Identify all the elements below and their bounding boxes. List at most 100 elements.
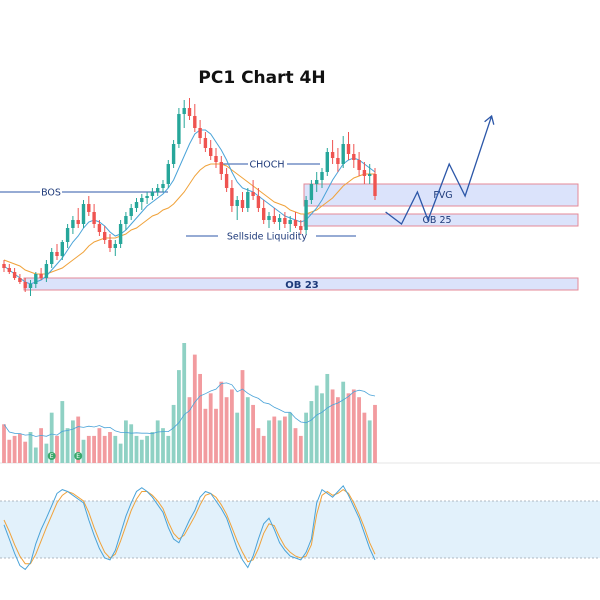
candle-body <box>71 220 75 228</box>
candle-body <box>246 192 250 208</box>
candle-body <box>346 144 351 154</box>
volume-bar <box>33 447 38 463</box>
candle-body <box>224 174 229 188</box>
stochastic-layer <box>0 484 600 571</box>
candle <box>320 168 324 188</box>
volume-bar <box>134 435 139 463</box>
volume-bar <box>113 435 118 463</box>
volume-bar <box>2 424 6 463</box>
volume-bar <box>293 428 298 463</box>
candle <box>81 200 86 228</box>
volume-bar <box>44 443 49 463</box>
stoch-d-line <box>3 488 376 565</box>
candle <box>325 148 329 176</box>
candle-body <box>182 108 186 114</box>
candle-body <box>7 268 11 272</box>
volume-bar <box>155 420 160 463</box>
candles-layer <box>2 98 377 296</box>
candle <box>256 188 261 212</box>
candle <box>103 226 107 244</box>
candle <box>203 132 208 152</box>
candle-body <box>320 172 324 180</box>
candle <box>177 108 181 148</box>
candle-body <box>235 200 239 206</box>
candle-body <box>166 164 170 184</box>
volume-bar <box>208 393 213 463</box>
volume-bar <box>18 433 22 463</box>
volume-bar <box>288 412 293 463</box>
zone-label: OB 23 <box>285 280 319 291</box>
candle <box>76 208 80 228</box>
candle <box>44 260 49 282</box>
candle-body <box>193 116 197 128</box>
candle-body <box>352 154 356 160</box>
candle-body <box>330 152 335 158</box>
volume-bar <box>129 424 134 463</box>
zone-label: FVG <box>433 190 452 201</box>
candle-body <box>272 216 276 222</box>
candle-body <box>304 200 308 230</box>
volume-bar <box>240 370 245 463</box>
volume-bar <box>298 435 303 463</box>
volume-bar <box>76 416 81 463</box>
candle <box>60 240 64 260</box>
candle <box>55 244 59 260</box>
candle-body <box>283 218 287 224</box>
candle <box>299 220 303 234</box>
candle-body <box>336 158 340 164</box>
volume-bar <box>304 412 308 463</box>
candle-body <box>18 278 22 282</box>
candle-body <box>55 252 59 256</box>
candle <box>39 268 43 280</box>
candle <box>251 180 255 200</box>
volume-bar <box>230 389 234 463</box>
candle <box>219 156 223 180</box>
candle <box>2 260 6 272</box>
volume-bar <box>325 373 330 463</box>
volume-bar <box>362 412 367 463</box>
volume-bar <box>203 408 208 463</box>
candle-body <box>341 144 345 164</box>
candle-body <box>34 274 38 284</box>
candle <box>23 278 27 292</box>
candle <box>336 148 340 172</box>
candle-body <box>92 212 96 224</box>
candle <box>262 200 266 224</box>
candle-body <box>60 242 64 256</box>
volume-bar <box>12 435 17 463</box>
volume-bar <box>23 441 28 463</box>
volume-bar <box>161 428 165 463</box>
volume-bar <box>346 393 351 463</box>
candle-body <box>156 188 160 192</box>
candle-body <box>209 148 213 156</box>
ma-fast-line <box>3 129 376 285</box>
candle <box>65 224 70 248</box>
candle <box>330 140 335 164</box>
candle-body <box>309 184 314 200</box>
candle <box>71 216 75 234</box>
volume-bar <box>267 420 271 463</box>
earnings-marker <box>47 452 56 460</box>
candle-body <box>129 208 133 216</box>
candle <box>113 240 117 256</box>
candle <box>134 198 139 212</box>
candle <box>187 98 192 120</box>
levels-layer: BOS CHOCH Sellside Liquidity <box>0 160 356 243</box>
candle <box>145 192 149 204</box>
candle <box>368 164 372 184</box>
candle <box>272 208 276 224</box>
candle-body <box>124 216 128 224</box>
candle <box>246 188 250 212</box>
candle-body <box>28 284 33 288</box>
candle-body <box>357 160 361 170</box>
volume-bar <box>124 420 128 463</box>
candle <box>97 220 102 236</box>
candle <box>161 180 165 192</box>
candle-body <box>299 226 303 230</box>
candle-body <box>39 274 43 278</box>
candle-body <box>2 264 6 268</box>
candle-body <box>161 184 165 188</box>
candle-body <box>214 156 218 162</box>
volume-bar <box>357 397 361 463</box>
